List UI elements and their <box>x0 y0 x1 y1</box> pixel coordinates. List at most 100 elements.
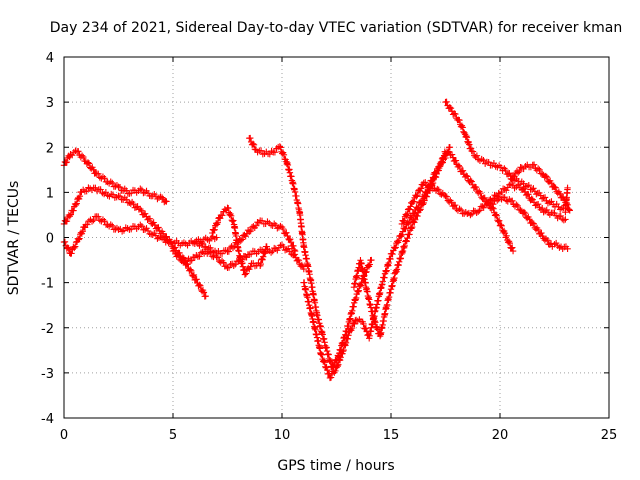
data-point-marker <box>371 317 378 325</box>
data-point-marker <box>290 242 297 250</box>
data-point-marker <box>552 184 559 191</box>
data-point-marker <box>175 252 183 260</box>
data-point-marker <box>276 143 284 150</box>
data-point-marker <box>543 206 550 214</box>
data-point-marker <box>463 132 470 140</box>
data-point-marker <box>446 104 454 111</box>
data-point-marker <box>284 232 291 240</box>
data-point-marker <box>226 211 233 219</box>
data-point-marker <box>249 140 257 147</box>
data-point-marker <box>230 262 237 270</box>
data-point-marker <box>438 191 445 198</box>
data-point-marker <box>492 211 500 218</box>
data-point-marker <box>327 374 335 381</box>
data-point-marker <box>179 256 186 263</box>
data-point-marker <box>511 173 518 180</box>
data-point-marker <box>443 193 450 200</box>
data-point-marker <box>503 187 510 194</box>
data-point-marker <box>392 244 399 251</box>
data-point-marker <box>448 151 456 158</box>
data-point-marker <box>138 223 146 230</box>
data-point-marker <box>395 237 402 244</box>
data-point-marker <box>247 134 254 142</box>
data-point-marker <box>336 357 344 364</box>
series-arc-9 <box>350 148 517 340</box>
data-point-marker <box>560 216 568 224</box>
data-point-marker <box>73 200 80 207</box>
data-point-marker <box>417 185 425 192</box>
data-point-marker <box>257 147 265 154</box>
data-point-marker <box>506 181 513 188</box>
data-point-marker <box>197 249 205 256</box>
data-point-marker <box>76 235 83 242</box>
x-tick-label: 10 <box>274 428 291 443</box>
data-point-marker <box>285 245 292 252</box>
data-point-marker <box>557 212 564 220</box>
data-point-marker <box>414 191 421 199</box>
data-point-marker <box>403 238 410 245</box>
data-point-marker <box>506 239 514 247</box>
data-point-marker <box>193 251 200 259</box>
series-arc-2 <box>60 184 209 300</box>
data-point-marker <box>539 170 546 178</box>
data-point-marker <box>407 203 414 210</box>
data-point-marker <box>225 205 232 212</box>
data-point-marker <box>426 181 434 188</box>
data-point-marker <box>334 363 341 370</box>
data-point-marker <box>197 282 204 289</box>
data-point-marker <box>467 177 474 184</box>
data-point-marker <box>286 235 294 243</box>
y-tick-label: -3 <box>41 367 54 382</box>
data-point-marker <box>257 260 264 268</box>
data-point-marker <box>407 213 415 221</box>
data-point-marker <box>459 167 467 174</box>
data-point-marker <box>335 361 342 368</box>
data-point-marker <box>544 237 551 244</box>
data-point-marker <box>514 169 522 176</box>
data-point-marker <box>490 159 498 167</box>
data-point-marker <box>280 243 287 251</box>
data-point-marker <box>138 186 146 193</box>
data-point-marker <box>200 289 208 296</box>
data-point-marker <box>417 206 424 213</box>
data-point-marker <box>391 244 399 252</box>
data-point-marker <box>232 261 239 268</box>
data-point-marker <box>123 187 130 194</box>
data-point-marker <box>360 320 367 328</box>
data-point-marker <box>88 218 96 225</box>
data-point-marker <box>464 173 471 180</box>
data-point-marker <box>410 198 417 205</box>
data-point-marker <box>207 244 214 252</box>
data-point-marker <box>229 218 236 225</box>
data-point-marker <box>456 163 463 171</box>
data-point-marker <box>448 199 455 206</box>
data-point-marker <box>259 256 266 263</box>
data-point-marker <box>411 219 418 226</box>
data-point-marker <box>516 167 523 175</box>
data-point-marker <box>468 210 476 218</box>
data-point-marker <box>398 231 406 238</box>
data-point-marker <box>463 134 471 141</box>
data-point-marker <box>355 287 363 294</box>
data-point-marker <box>520 208 528 216</box>
data-point-marker <box>71 244 78 252</box>
data-point-marker <box>452 110 459 118</box>
data-point-marker <box>182 260 189 267</box>
y-tick-label: 0 <box>46 232 54 247</box>
data-point-marker <box>520 180 527 187</box>
data-point-marker <box>566 207 573 214</box>
data-point-marker <box>476 207 483 214</box>
data-points <box>60 98 573 382</box>
data-point-marker <box>137 185 144 192</box>
data-point-marker <box>291 247 299 255</box>
data-point-marker <box>414 212 421 220</box>
data-point-marker <box>565 205 572 213</box>
data-point-marker <box>402 225 409 232</box>
data-point-marker <box>451 201 459 209</box>
data-point-marker <box>374 326 381 333</box>
x-tick-label: 25 <box>601 428 618 443</box>
y-tick-label: 1 <box>46 186 54 201</box>
data-point-marker <box>509 247 517 255</box>
data-point-marker <box>79 228 86 235</box>
